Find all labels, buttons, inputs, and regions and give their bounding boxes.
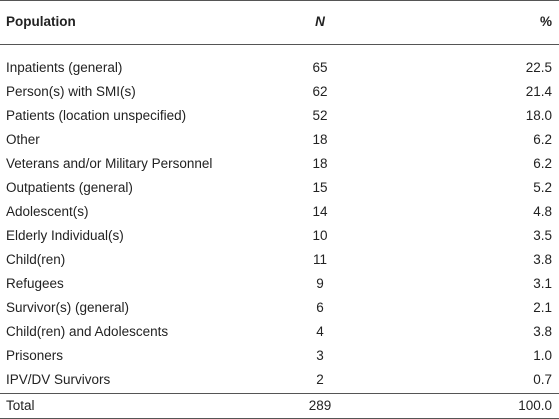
table-cell: Survivor(s) (general) xyxy=(6,300,130,315)
table-cell: 5.2 xyxy=(533,180,552,195)
table-cell: 65 xyxy=(312,60,328,75)
table-cell: 4 xyxy=(316,324,324,339)
table-cell: 18.0 xyxy=(525,108,552,123)
table-cell: Veterans and/or Military Personnel xyxy=(6,156,213,171)
total-cell: 100.0 xyxy=(518,398,552,413)
header-cell: % xyxy=(539,14,552,29)
table-cell: Patients (location unspecified) xyxy=(6,108,187,123)
table-cell: 1.0 xyxy=(533,348,552,363)
table-cell: IPV/DV Survivors xyxy=(6,372,111,387)
table-cell: Prisoners xyxy=(6,348,64,363)
total-rule xyxy=(0,393,559,394)
table-cell: 11 xyxy=(312,252,327,267)
table-cell: Refugees xyxy=(6,276,64,291)
table-cell: 21.4 xyxy=(525,84,552,99)
header-cell: Population xyxy=(6,14,76,29)
table-cell: 22.5 xyxy=(525,60,552,75)
table-cell: 18 xyxy=(312,156,328,171)
table-cell: Outpatients (general) xyxy=(6,180,133,195)
table-cell: 14 xyxy=(312,204,328,219)
table-cell: Other xyxy=(6,132,40,147)
table-cell: 6 xyxy=(316,300,324,315)
table-cell: 6.2 xyxy=(533,132,552,147)
table-cell: Elderly Individual(s) xyxy=(6,228,124,243)
table-cell: Child(ren) and Adolescents xyxy=(6,324,169,339)
top-rule xyxy=(0,0,559,1)
table-cell: 6.2 xyxy=(533,156,552,171)
table-cell: 18 xyxy=(312,132,328,147)
table-cell: 9 xyxy=(316,276,324,291)
table-cell: Child(ren) xyxy=(6,252,66,267)
total-cell: 289 xyxy=(308,398,332,413)
header-cell: N xyxy=(315,14,325,29)
table-cell: Inpatients (general) xyxy=(6,60,123,75)
table-cell: 52 xyxy=(312,108,328,123)
table-cell: 3.5 xyxy=(533,228,552,243)
table-cell: 62 xyxy=(312,84,328,99)
table-cell: 15 xyxy=(312,180,328,195)
table-cell: 0.7 xyxy=(533,372,552,387)
table-cell: 3 xyxy=(316,348,324,363)
table-cell: 3.1 xyxy=(533,276,552,291)
table-cell: 3.8 xyxy=(533,324,552,339)
table-cell: Person(s) with SMI(s) xyxy=(6,84,136,99)
table-cell: 2.1 xyxy=(533,300,552,315)
table-cell: Adolescent(s) xyxy=(6,204,89,219)
total-cell: Total xyxy=(6,398,35,413)
table-cell: 10 xyxy=(312,228,328,243)
table-cell: 2 xyxy=(316,372,324,387)
table-cell: 3.8 xyxy=(533,252,552,267)
header-rule xyxy=(0,44,559,45)
table-cell: 4.8 xyxy=(533,204,552,219)
